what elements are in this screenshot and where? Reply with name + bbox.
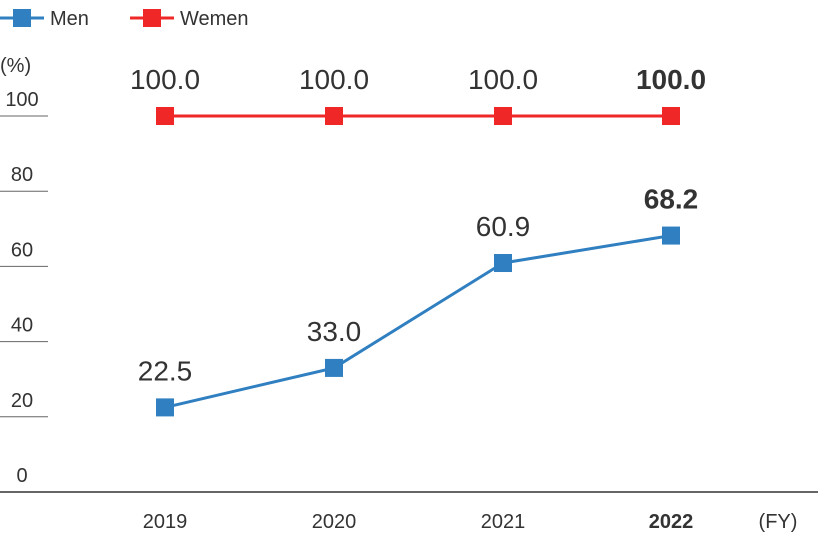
series-men: 22.5 33.0 60.9 68.2 xyxy=(138,184,699,417)
data-point xyxy=(494,107,512,125)
series-line xyxy=(164,234,672,409)
data-point xyxy=(156,398,174,417)
y-tick-label: 0 xyxy=(16,465,27,487)
data-label: 22.5 xyxy=(138,355,193,386)
data-label: 68.2 xyxy=(644,184,699,215)
y-tick-label: 20 xyxy=(11,390,33,412)
y-axis-label: (%) xyxy=(0,55,31,77)
x-axis-label: (FY) xyxy=(759,511,798,533)
series-group: 22.5 33.0 60.9 68.2 100.0 100.0 100.0 100.0 xyxy=(130,64,706,417)
x-axis-ticks: 2019 2020 2021 2022 xyxy=(143,511,694,533)
data-label: 33.0 xyxy=(307,316,362,347)
y-tick-label: 40 xyxy=(11,315,33,337)
data-label: 100.0 xyxy=(636,64,706,95)
y-tick-label: 80 xyxy=(11,164,33,186)
y-tick-label: 100 xyxy=(5,89,38,111)
data-point xyxy=(325,107,343,125)
data-label: 100.0 xyxy=(299,64,369,95)
gridlines xyxy=(0,115,48,418)
data-point xyxy=(325,358,343,377)
data-point xyxy=(494,254,512,273)
x-tick-label: 2022 xyxy=(649,511,694,533)
legend-marker xyxy=(143,9,161,27)
series-wemen: 100.0 100.0 100.0 100.0 xyxy=(130,64,706,125)
x-tick-label: 2019 xyxy=(143,511,188,533)
x-tick-label: 2020 xyxy=(312,511,357,533)
data-point xyxy=(662,107,680,125)
data-label: 100.0 xyxy=(130,64,200,95)
y-axis-ticks: 0 20 40 60 80 100 xyxy=(5,89,38,487)
legend-item: Wemen xyxy=(130,8,249,30)
data-point xyxy=(662,226,680,245)
data-point xyxy=(156,107,174,125)
legend-label: Men xyxy=(50,8,89,30)
legend-marker xyxy=(13,9,31,27)
data-label: 100.0 xyxy=(468,64,538,95)
legend-label: Wemen xyxy=(180,8,249,30)
data-label: 60.9 xyxy=(476,211,531,242)
legend-item: Men xyxy=(0,8,89,30)
x-tick-label: 2021 xyxy=(481,511,526,533)
legend: Men Wemen xyxy=(0,8,249,30)
y-tick-label: 60 xyxy=(11,239,33,261)
